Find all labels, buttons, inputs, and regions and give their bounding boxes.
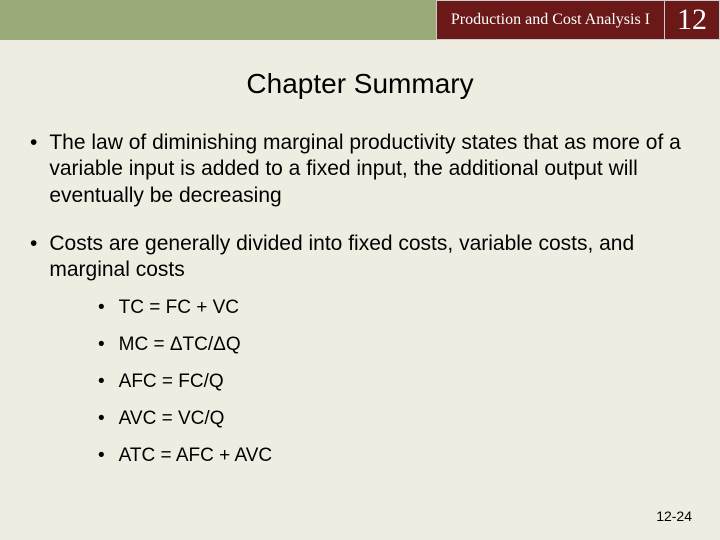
bullet-dot-icon: • <box>30 231 37 284</box>
bullet-dot-icon: • <box>98 297 105 319</box>
sub-bullet: • MC = ΔTC/ΔQ <box>98 334 690 356</box>
slide-header: Production and Cost Analysis I 12 <box>0 0 720 40</box>
bullet-dot-icon: • <box>98 408 105 430</box>
main-bullet: • Costs are generally divided into fixed… <box>30 231 690 284</box>
sub-bullet: • AFC = FC/Q <box>98 371 690 393</box>
main-bullet: • The law of diminishing marginal produc… <box>30 130 690 209</box>
sub-bullet: • TC = FC + VC <box>98 297 690 319</box>
formula-text: TC = FC + VC <box>119 297 239 319</box>
header-title: Production and Cost Analysis I <box>436 0 664 40</box>
sub-bullet: • AVC = VC/Q <box>98 408 690 430</box>
formula-text: MC = ΔTC/ΔQ <box>119 334 241 356</box>
sub-bullet: • ATC = AFC + AVC <box>98 445 690 467</box>
content-area: • The law of diminishing marginal produc… <box>0 130 720 467</box>
bullet-dot-icon: • <box>98 334 105 356</box>
bullet-dot-icon: • <box>98 371 105 393</box>
formula-text: AVC = VC/Q <box>119 408 225 430</box>
header-accent-bar <box>0 0 436 40</box>
slide-title: Chapter Summary <box>0 68 720 100</box>
formula-text: AFC = FC/Q <box>119 371 224 393</box>
page-number: 12-24 <box>656 508 692 524</box>
bullet-text: The law of diminishing marginal producti… <box>49 130 690 209</box>
formula-text: ATC = AFC + AVC <box>119 445 272 467</box>
chapter-number: 12 <box>664 0 720 40</box>
bullet-text: Costs are generally divided into fixed c… <box>49 231 690 284</box>
bullet-dot-icon: • <box>98 445 105 467</box>
bullet-dot-icon: • <box>30 130 37 209</box>
sub-bullet-list: • TC = FC + VC • MC = ΔTC/ΔQ • AFC = FC/… <box>98 297 690 467</box>
